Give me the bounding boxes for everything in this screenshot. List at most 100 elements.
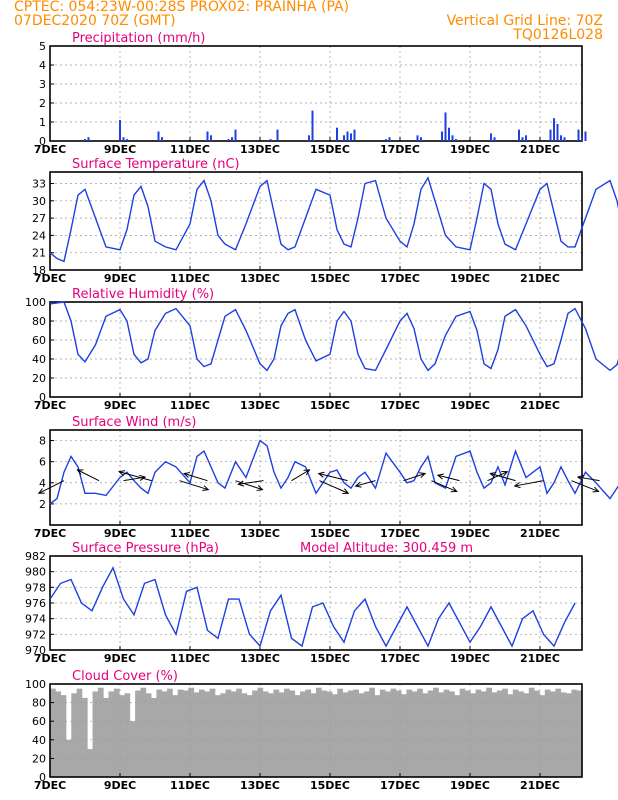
cloud-bar [81,697,88,777]
precip-panel: 0 1 2 3 4 5 7DEC 9DEC 11DEC 13DEC 15DEC 17DEC 19DEC 2… [34,31,587,156]
x-tick-label: 13DEC [240,272,280,285]
wind-arrow-head [37,488,45,494]
x-tick-label: 13DEC [240,779,280,792]
cloud-bar [167,688,173,777]
cloud-bar [172,695,179,777]
cloud-bar [550,691,556,777]
cloud-bar [539,695,546,777]
wind-arrow [77,469,100,482]
wind-arrow [403,472,426,482]
y-tick-label: 982 [25,550,46,563]
cloud-bar [555,688,562,777]
y-tick-label: 30 [32,195,46,208]
cloud-bar [507,694,514,777]
cloud-bar [65,739,72,777]
pres-panel: 970 972 974 976 978 980 982 7DEC 9DEC 11DEC 13DEC 1… [25,541,583,665]
x-tick-label: 19DEC [450,527,490,540]
cloud-bar [342,692,349,777]
cloud-bar [369,687,375,777]
y-tick-label: 27 [32,212,46,225]
wind-arrow [355,480,376,487]
cloud-bar [257,687,264,777]
cloud-bar [60,695,67,777]
x-tick-label: 15DEC [310,272,350,285]
x-tick-label: 13DEC [240,652,280,665]
cloud-bar [183,690,189,777]
cloud-bar [252,690,258,777]
wind-arrow-head [76,469,84,475]
cloud-bar [305,689,312,777]
wind-arrow [179,480,209,491]
cloud-bar [480,691,487,777]
y-tick-label: 60 [32,715,46,728]
precip-bar [234,129,237,141]
precip-bar [336,127,338,141]
wind-arrow [571,480,599,492]
precip-bar [353,129,356,141]
precip-bar [308,135,310,141]
cloud-bar [337,688,343,777]
x-tick-label: 11DEC [170,143,210,156]
wind-arrow-head [117,470,126,477]
y-tick-label: 60 [32,334,46,347]
cloud-bar [241,693,248,777]
precip-bar [451,135,454,141]
x-tick-label: 7DEC [34,272,66,285]
x-tick-label: 7DEC [34,399,66,412]
x-tick-label: 21DEC [520,779,560,792]
wind-arrow [318,472,348,482]
x-tick-label: 17DEC [380,399,420,412]
cloud-title: Cloud Cover (%) [72,669,178,684]
y-tick-label: 1 [39,116,46,129]
cloud-bar [433,687,439,777]
cloud-bar [198,689,205,777]
wind-arrow [577,476,600,482]
wind-arrow-head [303,469,311,476]
wind-arrow-head [419,472,427,479]
cloud-bar [214,695,221,777]
wind-arrow-head [576,474,584,481]
y-tick-label: 80 [32,697,46,710]
wind-arrow-head [202,485,210,492]
precip-bar [126,139,128,141]
cloud-bar [438,692,445,777]
precip-bar [206,131,209,141]
precip-bar [553,118,555,141]
y-tick-label: 3 [39,78,46,91]
cloud-bar [496,690,503,777]
x-tick-label: 11DEC [170,399,210,412]
y-tick-label: 976 [25,597,46,610]
x-tick-label: 9DEC [104,143,136,156]
precip-bar [420,137,422,141]
cloud-bar [459,688,466,777]
cloud-bar [151,697,157,777]
cloud-bar [422,693,429,777]
cloud-bar [177,689,184,777]
cloud-bar [119,695,125,777]
pres-title: Surface Pressure (hPa) [72,541,219,556]
precip-bar [577,129,580,141]
cloud-bar [326,691,333,777]
pres-line [49,566,576,648]
precip-bar [521,137,524,141]
precip-bar [441,131,443,141]
wind-arrow [118,471,152,482]
precip-bar [549,129,552,141]
wind-arrow-head [237,480,245,487]
x-tick-label: 13DEC [240,143,280,156]
plot-frame [49,301,583,398]
cloud-bar [284,688,290,777]
precip-bar [227,139,230,141]
cloud-bar [486,687,492,777]
x-tick-label: 19DEC [450,272,490,285]
y-tick-label: 20 [32,372,46,385]
rh-title: Relative Humidity (%) [72,287,214,302]
cloud-bar [193,692,200,777]
wind-arrow-head [592,486,600,493]
x-tick-label: 17DEC [380,143,420,156]
plot-frame [49,45,583,142]
cloud-bar [273,689,280,777]
cloud-bar [374,695,381,777]
x-tick-label: 21DEC [520,652,560,665]
temp-line [49,176,618,263]
